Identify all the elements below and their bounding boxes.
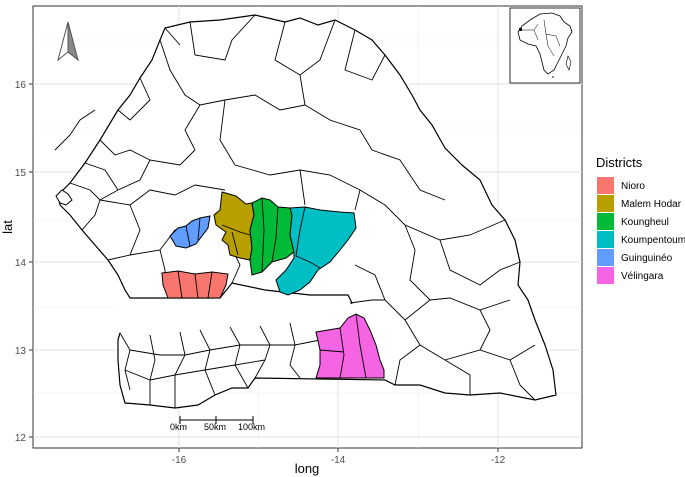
x-tick-label: -14	[331, 455, 346, 466]
velingara-subdivisions	[319, 313, 367, 379]
district-koumpentoum	[275, 206, 357, 296]
scale-label-100: 100km	[238, 422, 265, 432]
scale-label-0: 0km	[170, 422, 187, 432]
koungheul-subdivisions	[261, 197, 279, 273]
legend-key-velingara	[597, 267, 614, 284]
legend: Districts Nioro Malem Hodar Koungheul Ko…	[596, 155, 685, 284]
axis-ticks	[29, 83, 499, 452]
x-axis-title: long	[295, 461, 320, 476]
legend-key-nioro	[597, 177, 614, 194]
nioro-subdivisions	[177, 270, 213, 299]
y-tick-label: 15	[15, 168, 27, 179]
scale-label-50: 50km	[204, 422, 226, 432]
africa-inset-map	[509, 7, 581, 84]
x-tick-label: -16	[172, 455, 187, 466]
legend-label-koungheul: Koungheul	[621, 217, 669, 228]
legend-label-malem-hodar: Malem Hodar	[621, 199, 682, 210]
y-tick-label: 16	[15, 80, 27, 91]
gambia-gap	[118, 285, 352, 335]
legend-label-velingara: Vélingara	[621, 271, 664, 282]
legend-label-koumpentoum: Koumpentoum	[621, 235, 685, 246]
malem-hodar-subdivisions	[221, 224, 251, 256]
district-guinguineo	[169, 215, 211, 249]
legend-key-koumpentoum	[597, 231, 614, 248]
legend-title: Districts	[596, 155, 643, 170]
legend-key-koungheul	[597, 213, 614, 230]
north-arrow-icon	[57, 21, 79, 62]
scale-bar: 0km 50km 100km	[170, 416, 265, 432]
legend-label-guinguineo: Guinguinéo	[621, 253, 673, 264]
guinguineo-subdivisions	[185, 217, 201, 247]
y-axis-title: lat	[0, 220, 15, 234]
district-koungheul	[249, 197, 295, 276]
x-tick-label: -12	[491, 455, 506, 466]
legend-key-malem-hodar	[597, 195, 614, 212]
y-tick-label: 13	[15, 346, 27, 357]
district-malem-hodar	[213, 191, 255, 261]
koumpentoum-subdivisions	[295, 206, 321, 269]
district-velingara	[315, 313, 385, 379]
legend-key-guinguineo	[597, 249, 614, 266]
y-tick-label: 14	[15, 258, 27, 269]
y-tick-label: 12	[15, 433, 27, 444]
legend-label-nioro: Nioro	[621, 181, 645, 192]
district-boundaries	[54, 14, 536, 408]
dakar-peninsula	[55, 189, 73, 206]
